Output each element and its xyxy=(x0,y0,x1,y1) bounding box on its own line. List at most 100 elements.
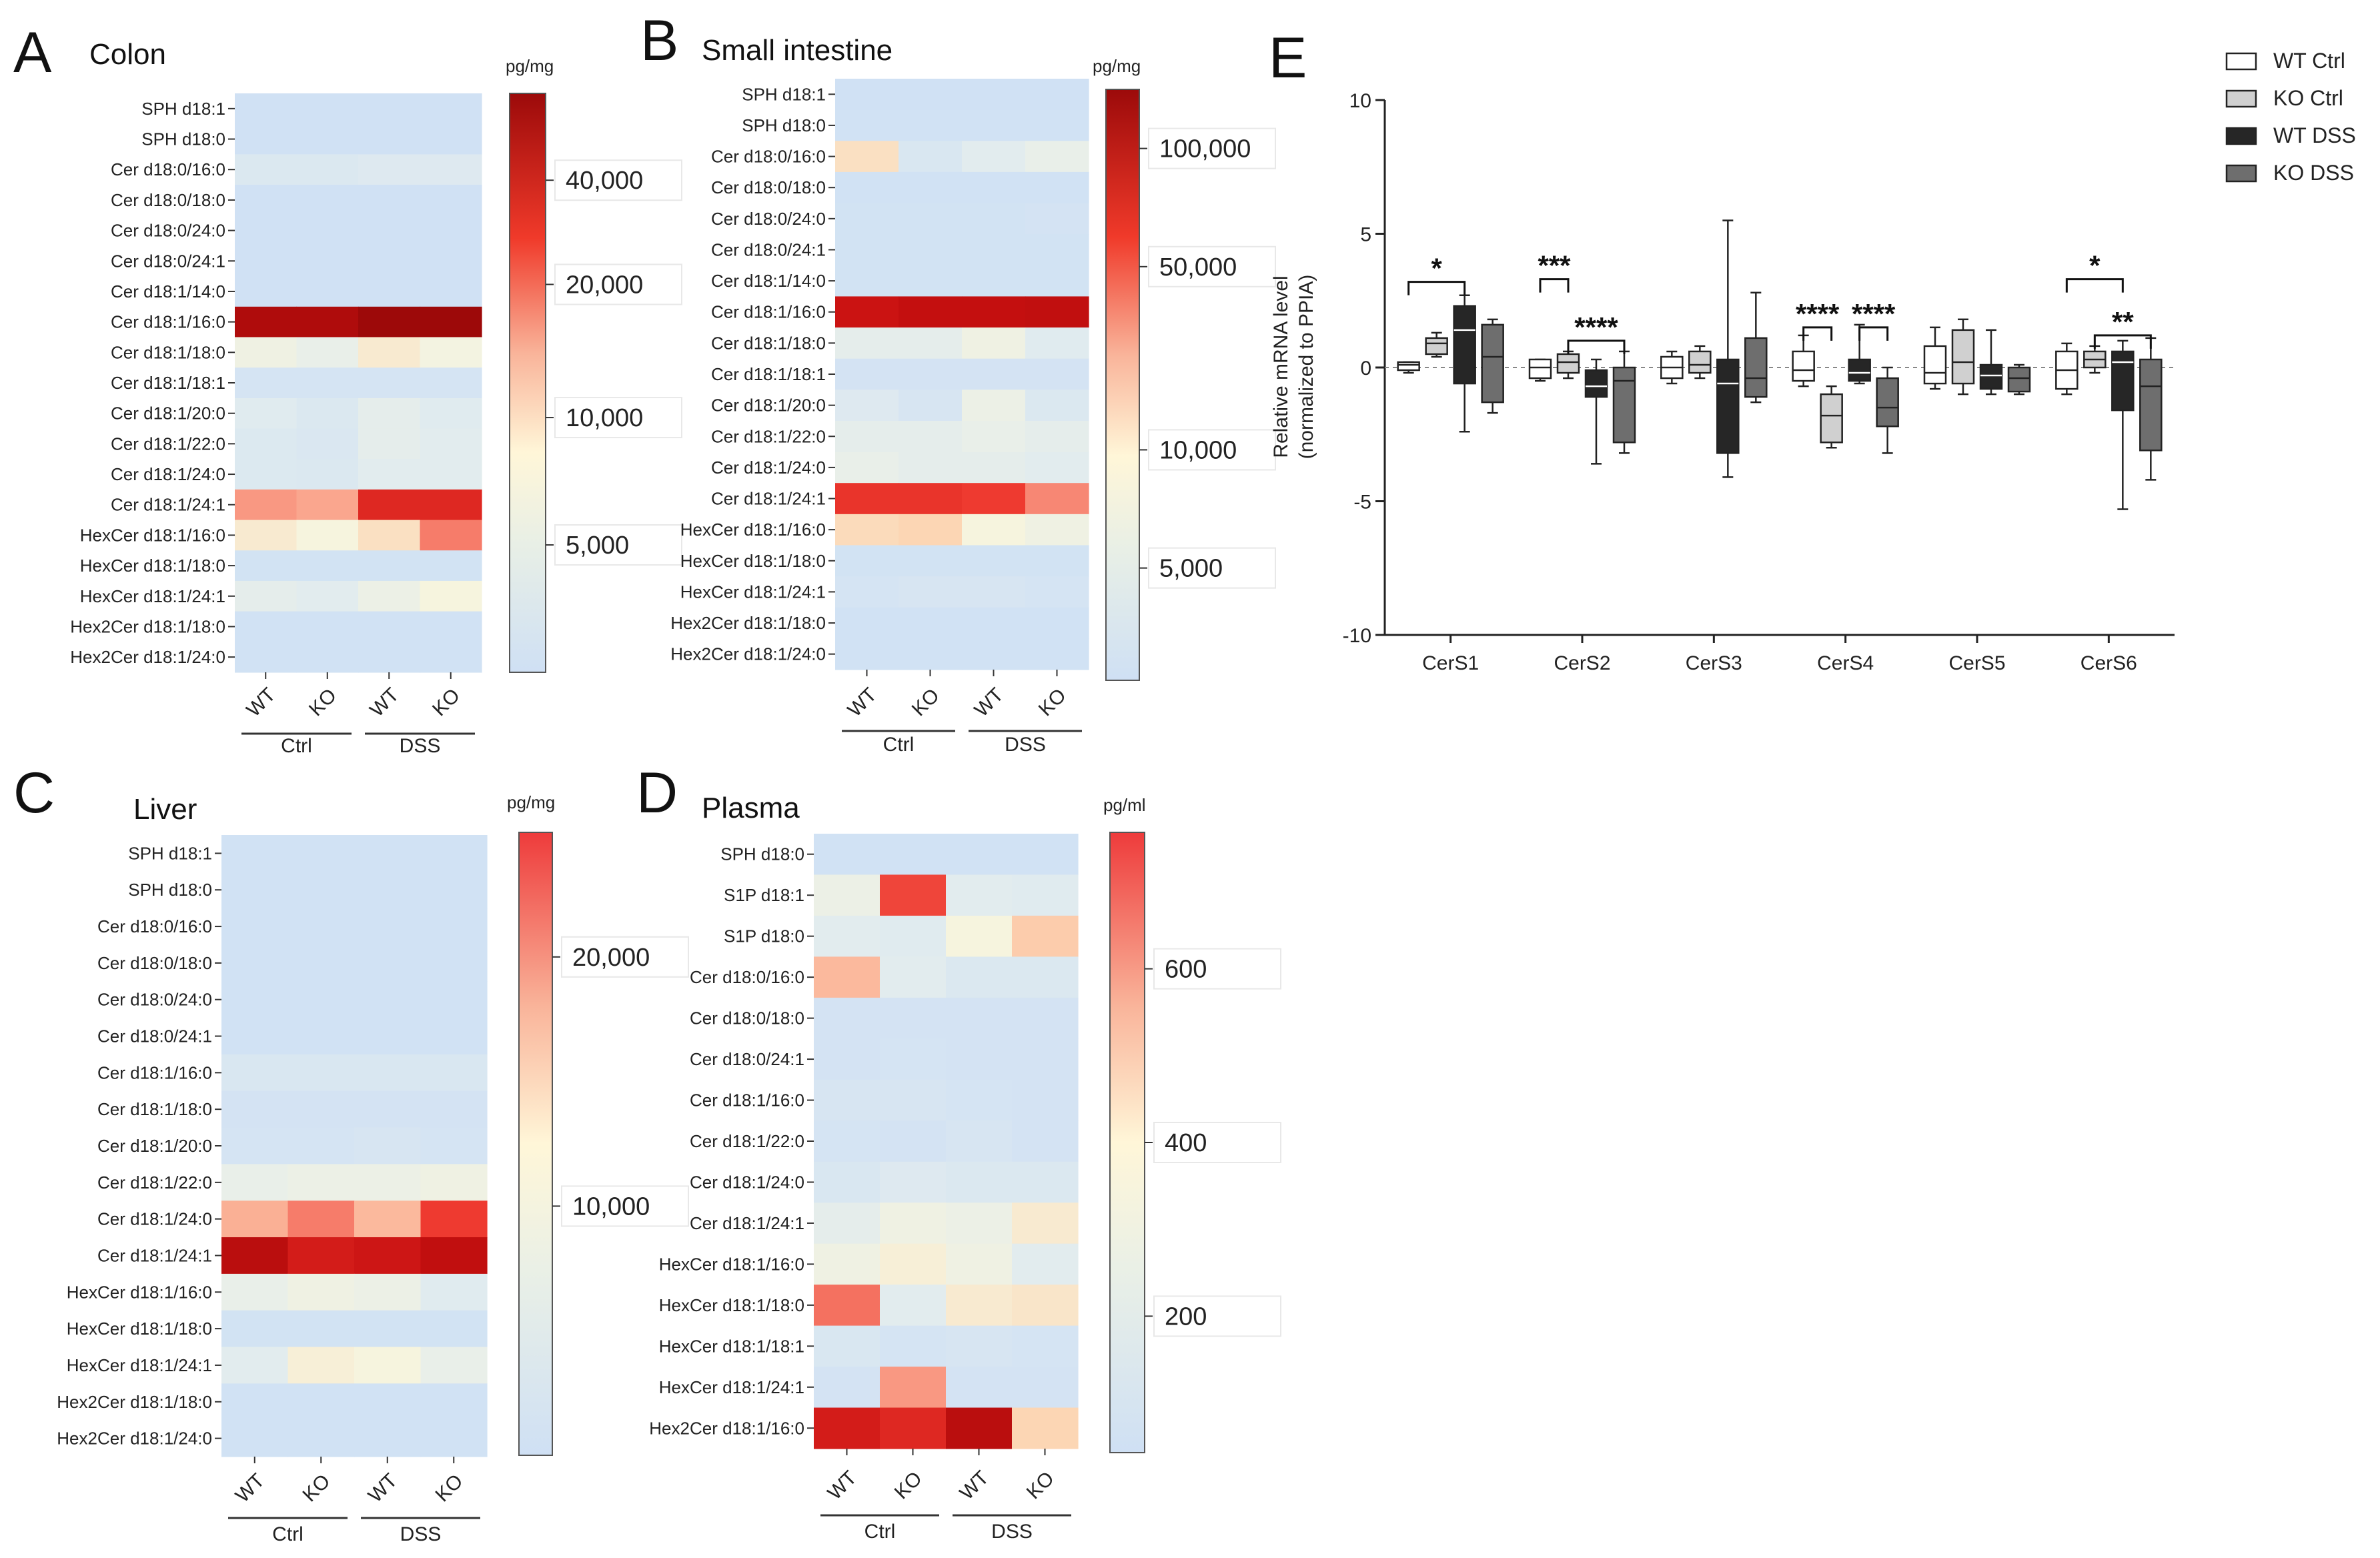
heatmap-cell xyxy=(880,1285,947,1327)
heatmap-cell xyxy=(1012,1407,1079,1449)
box-CerS5-ko-ctrl xyxy=(1951,318,1975,396)
heatmap-cell xyxy=(962,296,1026,328)
legend-swatch xyxy=(2225,127,2257,145)
heatmap-cell xyxy=(880,1367,947,1409)
row-label: HexCer d18:1/18:0 xyxy=(680,551,826,571)
heatmap-cell xyxy=(235,154,298,185)
heatmap-cell xyxy=(1012,874,1079,916)
row-label: S1P d18:0 xyxy=(724,926,804,946)
heatmap-cell xyxy=(899,296,963,328)
box-CerS6-wt-dss xyxy=(2111,339,2135,510)
heatmap-cell xyxy=(1025,576,1089,608)
heatmap-cell xyxy=(814,874,880,916)
bracket-line xyxy=(1567,339,1626,354)
heatmap-cell xyxy=(962,420,1026,453)
heatmap-cell xyxy=(221,1201,289,1238)
row-label: Cer d18:0/24:0 xyxy=(711,209,826,229)
panel-title-A: Colon xyxy=(89,38,166,71)
y-tick-label: -5 xyxy=(1353,492,1371,514)
row-label: Cer d18:1/16:0 xyxy=(711,302,826,322)
colorbar-tick-label: 10,000 xyxy=(572,1193,650,1221)
box-body xyxy=(1556,353,1580,374)
heatmap-cell xyxy=(221,1310,289,1348)
row-label: Cer d18:1/24:1 xyxy=(97,1245,212,1265)
heatmap-cell xyxy=(835,296,899,328)
heatmap-cell xyxy=(880,874,947,916)
colorbar-unit: pg/mg xyxy=(506,56,554,76)
heatmap-cell xyxy=(420,1383,488,1421)
row-label: Hex2Cer d18:1/18:0 xyxy=(57,1392,212,1412)
row-label: Hex2Cer d18:1/24:0 xyxy=(670,644,826,664)
heatmap-cell xyxy=(420,1127,488,1165)
boxplot-panel-e: E 10 5 0 -5 -10 Relative mRNA level (normalized… xyxy=(1269,26,2356,674)
significance-label: * xyxy=(1431,253,1442,284)
heatmap-cell xyxy=(1025,483,1089,515)
box-CerS5-wt-ctrl xyxy=(1923,326,1947,390)
panel-letter-B: B xyxy=(640,9,678,73)
heatmap-cell xyxy=(814,1407,880,1449)
heatmap-cell xyxy=(835,420,899,453)
row-label: HexCer d18:1/18:0 xyxy=(659,1295,804,1315)
row-label: Cer d18:1/20:0 xyxy=(711,396,826,416)
heatmap-cell xyxy=(835,171,899,204)
heatmap-cell xyxy=(899,234,963,266)
heatmap-cell xyxy=(296,580,359,612)
colorbar xyxy=(509,93,546,673)
heatmap-cell xyxy=(962,390,1026,422)
heatmap-cell xyxy=(814,1038,880,1080)
heatmap-cell xyxy=(946,874,1013,916)
heatmap-cell xyxy=(354,908,422,946)
x-tick-label: CerS2 xyxy=(1554,652,1610,674)
legend-swatch xyxy=(2225,89,2257,108)
heatmap-cell xyxy=(296,550,359,582)
colorbar-tick-box xyxy=(1148,429,1276,471)
group-label: Ctrl xyxy=(883,734,915,756)
heatmap-cell xyxy=(962,234,1026,266)
colorbar-tick-box xyxy=(1153,948,1281,990)
heatmap-cell xyxy=(814,1203,880,1245)
heatmap-cell xyxy=(1025,79,1089,111)
colorbar xyxy=(518,832,553,1456)
row-label: Cer d18:0/18:0 xyxy=(690,1008,804,1028)
colorbar-tick-box xyxy=(554,159,682,201)
heatmap-cell xyxy=(1025,141,1089,173)
row-label: HexCer d18:1/18:0 xyxy=(80,556,225,576)
row-label: Cer d18:0/24:0 xyxy=(97,990,212,1010)
box-body xyxy=(1453,305,1476,385)
heatmap-cell xyxy=(1012,1325,1079,1367)
heatmap-cell xyxy=(287,944,355,982)
box-body xyxy=(1951,329,1975,385)
heatmap-cell xyxy=(835,545,899,577)
box-body xyxy=(1979,363,2003,390)
heatmap-cell xyxy=(946,1120,1013,1162)
heatmap-cell xyxy=(420,215,482,247)
heatmap-cell xyxy=(358,337,421,368)
legend-label: KO Ctrl xyxy=(2273,86,2343,110)
heatmap-cell xyxy=(354,944,422,982)
row-label: Cer d18:1/18:1 xyxy=(111,373,225,393)
col-label: KO xyxy=(428,684,464,720)
heatmap-cell xyxy=(835,203,899,235)
row-label: Cer d18:1/18:1 xyxy=(711,364,826,384)
heatmap-cell xyxy=(946,997,1013,1039)
heatmap-cell xyxy=(1025,296,1089,328)
colorbar-tick-box xyxy=(1148,127,1276,169)
row-label: HexCer d18:1/24:1 xyxy=(680,582,826,602)
box-CerS4-wt-ctrl xyxy=(1792,334,1815,387)
heatmap-cell xyxy=(880,834,947,876)
box-CerS3-ko-dss xyxy=(1744,291,1768,404)
box-body xyxy=(1792,350,1815,382)
box-body xyxy=(1820,393,1843,444)
box-body xyxy=(2111,350,2135,412)
bracket-line xyxy=(1802,326,1833,341)
heatmap-cell xyxy=(358,550,421,582)
heatmap-cell xyxy=(287,1127,355,1165)
heatmap-cell xyxy=(899,141,963,173)
row-label: Cer d18:0/16:0 xyxy=(97,916,212,936)
colorbar-tick-label: 200 xyxy=(1165,1303,1207,1331)
heatmap-cell xyxy=(946,915,1013,957)
row-label: HexCer d18:1/16:0 xyxy=(80,525,225,545)
heatmap-C: C Liver SPH d18:1 SPH d18:0 Cer d18:0/16:0 Ce… xyxy=(13,761,689,1545)
heatmap-cell xyxy=(835,452,899,484)
row-label: Cer d18:1/20:0 xyxy=(97,1136,212,1156)
